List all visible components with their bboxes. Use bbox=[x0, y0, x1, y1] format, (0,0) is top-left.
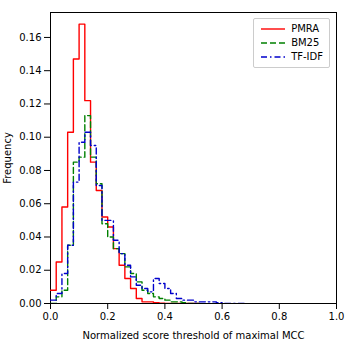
svg-text:0.10: 0.10 bbox=[19, 131, 41, 142]
svg-text:0.6: 0.6 bbox=[214, 311, 230, 322]
svg-text:0.08: 0.08 bbox=[19, 165, 41, 176]
svg-text:0.06: 0.06 bbox=[19, 198, 41, 209]
svg-text:0.0: 0.0 bbox=[43, 311, 59, 322]
html-text:BM25: BM25 bbox=[291, 37, 320, 48]
svg-text:0.02: 0.02 bbox=[19, 264, 41, 275]
svg-text:Normalized score threshold of: Normalized score threshold of maximal MC… bbox=[82, 330, 304, 341]
svg-text:0.14: 0.14 bbox=[19, 65, 41, 76]
svg-text:0.00: 0.00 bbox=[19, 298, 41, 309]
svg-text:0.2: 0.2 bbox=[100, 311, 116, 322]
svg-text:0.4: 0.4 bbox=[157, 311, 173, 322]
svg-text:0.04: 0.04 bbox=[19, 231, 41, 242]
html-text:PMRA: PMRA bbox=[291, 23, 320, 34]
html-text:TF-IDF: TF-IDF bbox=[291, 51, 323, 62]
svg-text:Frequency: Frequency bbox=[2, 132, 13, 184]
svg-text:1.0: 1.0 bbox=[329, 311, 345, 322]
svg-text:0.16: 0.16 bbox=[19, 32, 41, 43]
svg-text:0.12: 0.12 bbox=[19, 98, 41, 109]
svg-text:0.8: 0.8 bbox=[271, 311, 287, 322]
